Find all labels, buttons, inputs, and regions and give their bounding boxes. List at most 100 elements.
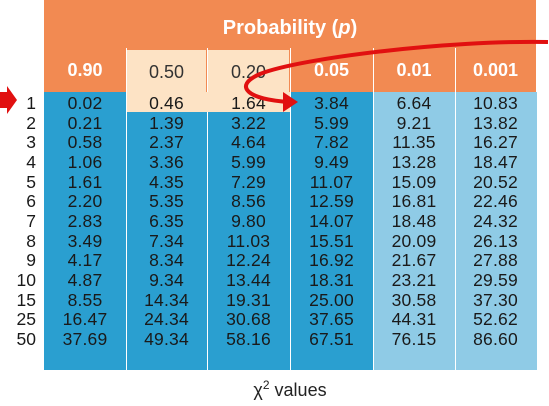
table-cell: 20.52 [473,171,518,192]
column-body-6 [455,92,537,370]
table-cell: 13.82 [473,112,518,133]
table-cell: 8.34 [149,250,184,271]
table-cell: 18.31 [309,269,354,290]
table-cell: 20.09 [391,230,437,251]
table-cell: 10.83 [473,93,518,113]
df-label: 5 [26,171,36,192]
df-label: 2 [26,112,36,133]
column-header-2: 0.50 [127,50,206,92]
table-cell: 8.55 [67,289,103,310]
table-cell: 16.92 [309,250,354,271]
table-cell: 11.35 [392,132,436,153]
table-cell: 13.44 [226,269,271,290]
df-label: 25 [16,309,36,330]
table-cell: 11.03 [226,230,271,251]
table-cell: 8.56 [231,191,266,212]
caption-sup: 2 [262,378,270,392]
df-label: 8 [26,230,36,251]
df-label: 3 [26,132,36,153]
column-body-1 [44,92,126,370]
table-cell: 4.64 [231,132,266,153]
title-suffix: ) [350,17,358,39]
table-cell: 30.68 [226,309,271,330]
table-cell: 26.13 [473,230,518,251]
table-cell: 67.51 [309,328,354,349]
table-cell: 2.83 [67,210,103,231]
df-label: 9 [26,250,36,271]
table-cell: 14.34 [144,289,189,310]
column-body-4 [290,92,374,370]
column-header-divider [126,48,127,92]
table-cell: 1.64 [231,93,266,113]
df-label: 50 [16,328,36,349]
title-prefix: Probability ( [222,17,339,39]
table-cell: 9.49 [314,151,349,172]
table-cell: 5.99 [231,151,266,172]
table-cell: 4.17 [67,250,103,271]
caption-rest: values [269,380,327,400]
table-cell: 2.37 [149,132,184,153]
df-label: 7 [26,210,36,231]
column-body-5 [373,92,456,370]
table-cell: 18.48 [391,210,437,231]
table-cell: 22.46 [473,191,518,212]
column-header-5: 0.01 [396,60,432,80]
table-cell: 0.02 [67,93,103,113]
df-label: 4 [26,151,36,172]
table-cell: 0.58 [67,132,103,153]
table-cell: 37.30 [473,289,518,310]
table-cell: 11.07 [309,171,354,192]
table-cell: 1.61 [67,171,103,192]
table-cell: 37.69 [62,328,108,349]
df-label: 10 [16,269,36,290]
table-cell: 49.34 [144,328,189,349]
table-cell: 3.49 [67,230,103,251]
table-cell: 3.36 [149,151,184,172]
table-cell: 5.99 [314,112,349,133]
column-body-3 [207,92,291,370]
table-cell: 86.60 [473,328,518,349]
column-body-2 [126,92,208,370]
table-cell: 7.82 [314,132,349,153]
title-symbol: p [338,17,351,39]
table-cell: 7.29 [231,171,266,192]
table-cell: 3.84 [314,93,349,113]
table-cell: 3.22 [231,112,266,133]
table-cell: 18.47 [473,151,518,172]
column-header-divider [455,48,456,92]
table-cell: 7.34 [149,230,184,251]
table-title: Probability (p) [44,16,536,40]
table-cell: 1.39 [149,112,184,133]
table-cell: 16.81 [391,191,437,212]
table-cell: 16.47 [62,309,108,330]
table-cell: 52.62 [473,309,518,330]
table-cell: 44.31 [391,309,437,330]
column-header-3: 0.20 [208,50,289,92]
table-cell: 6.35 [149,210,184,231]
table-cell: 27.88 [473,250,518,271]
caption-chi: χ [253,380,263,400]
column-header-divider [290,48,291,92]
table-cell: 15.51 [309,230,354,251]
column-header-divider [373,48,374,92]
table-cell: 0.21 [67,112,103,133]
table-cell: 29.59 [473,269,518,290]
table-cell: 24.34 [144,309,189,330]
column-header-1: 0.90 [67,60,103,80]
table-cell: 15.09 [391,171,437,192]
table-cell: 12.24 [226,250,271,271]
table-cell: 37.65 [309,309,354,330]
table-cell: 24.32 [473,210,518,231]
column-header-4: 0.05 [313,60,350,80]
table-cell: 0.46 [149,93,184,113]
table-cell: 4.87 [67,269,103,290]
table-cell: 23.21 [391,269,437,290]
table-cell: 6.64 [396,93,432,113]
df-label: 15 [16,289,36,310]
df-label: 1 [26,93,36,113]
table-cell: 14.07 [309,210,354,231]
table-cell: 12.59 [309,191,354,212]
table-cell: 30.58 [391,289,437,310]
table-cell: 2.20 [67,191,103,212]
